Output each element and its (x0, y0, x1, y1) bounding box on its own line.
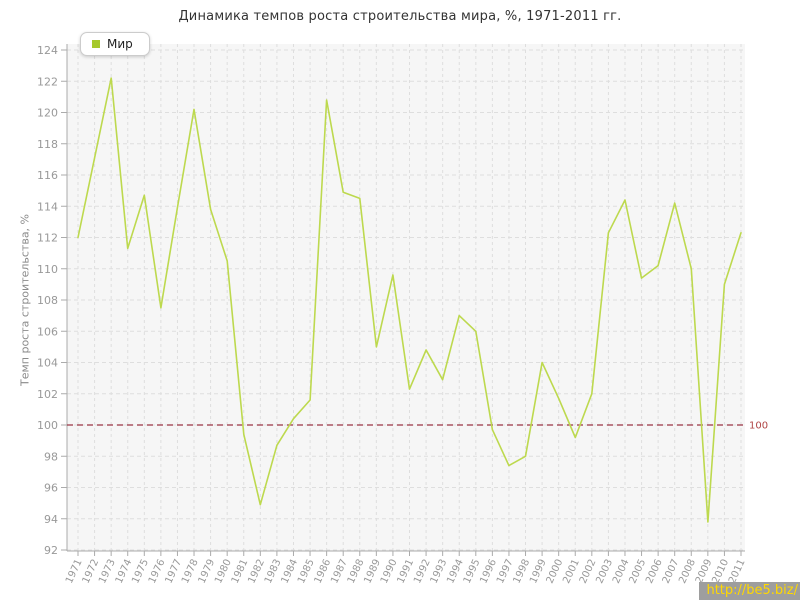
chart-title: Динамика темпов роста строительства мира… (178, 9, 622, 24)
plot-background (67, 44, 745, 551)
y-axis-tick-label: 98 (44, 450, 58, 463)
series-line-mir (77, 77, 742, 523)
y-axis-tick-label: 116 (37, 169, 58, 182)
y-axis-tick-label: 92 (44, 544, 58, 557)
y-axis-tick-label: 122 (37, 75, 58, 88)
watermark-link[interactable]: http://be5.biz/ (699, 582, 800, 600)
y-axis-tick-label: 124 (37, 44, 58, 57)
y-axis-tick-label: 120 (37, 107, 58, 120)
y-axis-tick-label: 94 (44, 513, 58, 526)
legend[interactable]: Мир (80, 32, 150, 56)
y-axis-tick-label: 106 (37, 325, 58, 338)
legend-series-marker-icon (92, 40, 100, 48)
legend-series-label: Мир (107, 37, 133, 51)
y-axis-tick-label: 102 (37, 388, 58, 401)
reference-line-label: 100 (749, 421, 768, 432)
y-axis-tick-label: 100 (37, 419, 58, 432)
y-axis-tick-label: 118 (37, 138, 58, 151)
y-axis-tick-label: 114 (37, 200, 58, 213)
y-axis-tick-label: 104 (37, 357, 58, 370)
y-axis-tick-label: 112 (37, 232, 58, 245)
y-axis-tick-label: 108 (37, 294, 58, 307)
y-axis-tick-label: 96 (44, 482, 58, 495)
y-axis-tick-label: 110 (37, 263, 58, 276)
